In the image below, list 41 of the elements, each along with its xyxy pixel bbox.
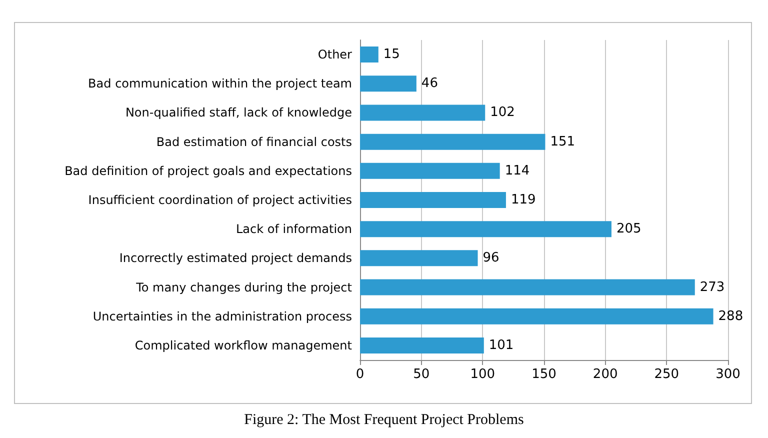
data-label: 96 (482, 250, 500, 266)
y-tick-label: Bad estimation of financial costs (156, 134, 352, 149)
bar (360, 279, 695, 296)
bar (360, 162, 500, 179)
y-tick-label: Non-qualified staff, lack of knowledge (125, 106, 352, 120)
x-tick-label: 0 (356, 367, 364, 382)
y-tick-label: To many changes during the project (135, 280, 352, 294)
data-label: 205 (616, 222, 642, 237)
x-tick-label: 300 (716, 367, 740, 382)
bar (360, 308, 714, 324)
data-label: 151 (550, 134, 576, 150)
bar (360, 221, 612, 238)
bar (360, 46, 378, 63)
bar (360, 250, 478, 266)
bar (360, 76, 416, 92)
y-tick-label: Bad communication within the project team (88, 76, 352, 91)
y-tick-label: Insufficient coordination of project activities (88, 193, 352, 207)
bar (360, 104, 486, 121)
data-label: 114 (504, 163, 530, 178)
data-label: 119 (510, 192, 536, 208)
data-label: 273 (700, 280, 725, 295)
y-tick-label: Incorrectly estimated project demands (119, 251, 352, 266)
x-tick-label: 250 (654, 367, 680, 382)
y-tick-label: Complicated workflow management (134, 338, 352, 352)
bar (360, 134, 546, 150)
caption: Figure 2: The Most Frequent Project Problems (243, 412, 525, 429)
data-label: 15 (383, 47, 400, 62)
y-tick-label: Other (318, 48, 352, 62)
y-tick-label: Bad definition of project goals and expectations (64, 164, 352, 178)
data-label: 102 (490, 105, 515, 120)
y-tick-label: Uncertainties in the administration process (92, 309, 352, 324)
data-label: 46 (421, 76, 438, 92)
data-label: 288 (718, 308, 744, 324)
x-tick-label: 200 (592, 367, 618, 382)
bar (360, 337, 484, 354)
x-tick-label: 100 (470, 367, 496, 382)
y-tick-label: Lack of information (236, 222, 352, 236)
bar (360, 192, 506, 208)
data-label: 101 (488, 338, 514, 353)
x-tick-label: 150 (532, 367, 556, 382)
x-tick-label: 50 (413, 367, 430, 382)
